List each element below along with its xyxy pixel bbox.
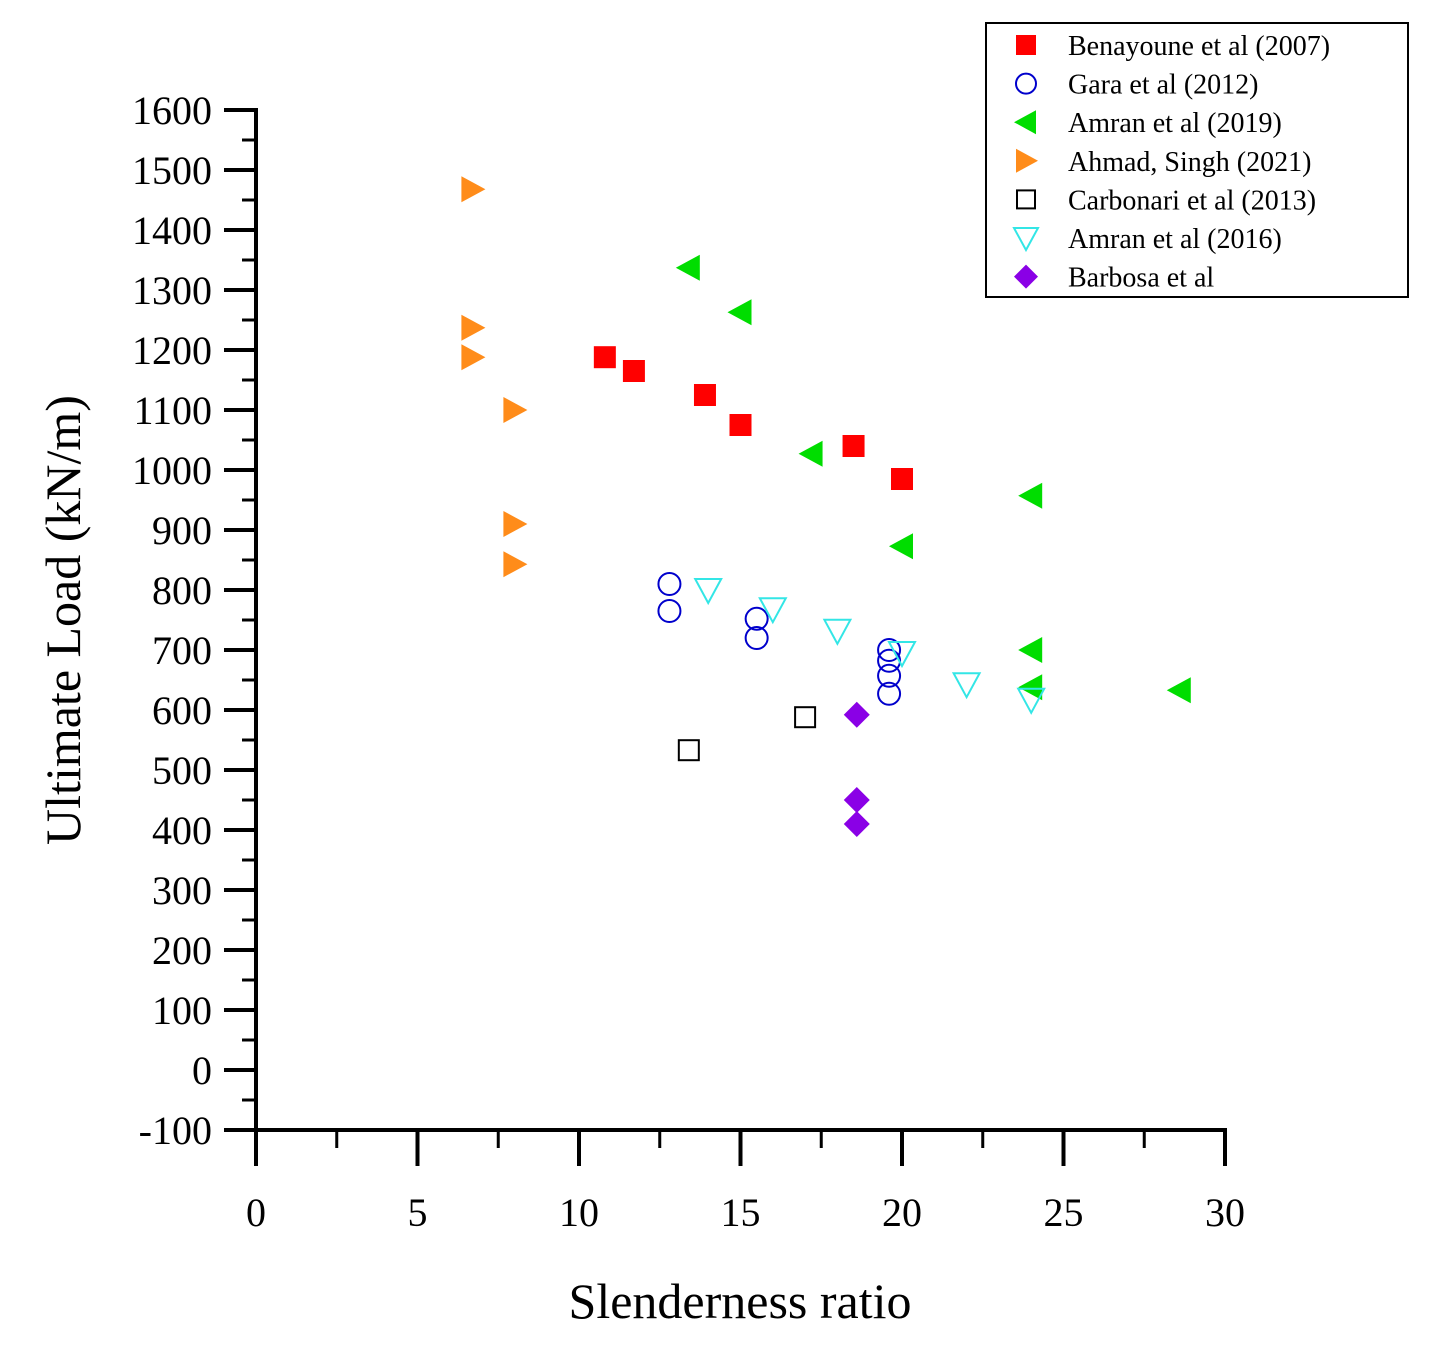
data-point (461, 344, 486, 371)
y-tick-label: 1100 (133, 388, 212, 433)
data-point (744, 606, 769, 631)
y-tick-label: 1500 (132, 148, 212, 193)
legend-marker (1016, 189, 1036, 210)
x-tick-label: 10 (559, 1190, 599, 1235)
data-point (729, 414, 752, 436)
legend-label: Barbosa et al (1068, 263, 1214, 294)
data-point (461, 176, 486, 203)
series-0 (593, 346, 913, 490)
x-tick-label: 30 (1205, 1190, 1245, 1235)
data-point (842, 435, 865, 457)
legend-marker (1012, 227, 1040, 253)
y-tick-label: 600 (152, 688, 212, 733)
data-point (503, 511, 528, 537)
data-point (889, 533, 913, 560)
data-point (1166, 677, 1191, 704)
y-tick-label: 0 (192, 1048, 212, 1093)
data-point (693, 384, 716, 406)
series-2 (675, 254, 1191, 704)
data-point (843, 701, 870, 728)
y-tick-label: 900 (152, 508, 212, 553)
data-point (744, 626, 769, 650)
data-point (657, 572, 682, 596)
data-point (794, 706, 817, 729)
series-3 (461, 176, 528, 578)
data-point (593, 346, 616, 369)
y-tick-label: 1300 (132, 268, 212, 313)
data-point (843, 787, 870, 813)
legend-box (985, 22, 1409, 298)
legend-label: Benayoune et al (2007) (1068, 31, 1330, 62)
y-tick-label: 100 (152, 988, 212, 1033)
legend-marker (1014, 264, 1038, 289)
y-tick-label: 1000 (132, 448, 212, 493)
data-point (951, 672, 982, 700)
legend-label: Ahmad, Singh (2021) (1068, 147, 1311, 178)
x-tick-label: 15 (721, 1190, 761, 1235)
series-6 (843, 701, 870, 837)
data-point (843, 811, 870, 837)
data-point (822, 618, 853, 646)
data-point (503, 551, 528, 578)
legend-marker (1016, 148, 1038, 173)
data-point (657, 599, 682, 623)
legend-marker (1016, 35, 1036, 55)
legend-marker (1014, 110, 1036, 135)
legend: Benayoune et al (2007) Gara et al (2012) A… (985, 22, 1409, 298)
y-tick-label: 1600 (132, 88, 212, 133)
y-tick-label: 200 (152, 928, 212, 973)
y-tick-label: 1200 (132, 328, 212, 373)
data-point (877, 681, 902, 706)
data-point (503, 397, 528, 423)
data-point (758, 597, 788, 625)
y-tick-label: -100 (139, 1108, 212, 1153)
legend-label: Amran et al (2019) (1068, 108, 1282, 139)
axes: -100010020030040050060070080090010001100… (132, 88, 1245, 1235)
data-point (877, 638, 902, 662)
data-point (891, 468, 913, 490)
plot-area (461, 176, 1191, 837)
data-point (1018, 637, 1043, 663)
data-point (887, 641, 917, 669)
x-tick-label: 5 (408, 1190, 428, 1235)
x-tick-label: 20 (882, 1190, 922, 1235)
data-point (622, 360, 645, 382)
legend-label: Gara et al (2012) (1068, 70, 1258, 101)
y-axis-title: Ultimate Load (kN/m) (35, 395, 91, 845)
data-point (1018, 674, 1043, 701)
legend-marker (1015, 72, 1037, 95)
data-point (877, 663, 902, 688)
y-tick-label: 400 (152, 808, 212, 853)
y-tick-label: 300 (152, 868, 212, 913)
y-tick-label: 800 (152, 568, 212, 613)
x-tick-label: 0 (246, 1190, 266, 1235)
y-tick-label: 1400 (132, 208, 212, 253)
data-point (677, 739, 700, 762)
legend-label: Carbonari et al (2013) (1068, 185, 1316, 216)
y-tick-label: 700 (152, 628, 212, 673)
data-point (693, 578, 723, 606)
y-tick-label: 500 (152, 748, 212, 793)
series-1 (657, 572, 902, 706)
series-4 (677, 706, 817, 762)
data-point (727, 299, 752, 326)
x-tick-label: 25 (1044, 1190, 1084, 1235)
series-5 (693, 578, 1046, 715)
data-point (461, 314, 486, 341)
data-point (675, 254, 700, 281)
data-point (1016, 687, 1046, 715)
legend-label: Amran et al (2016) (1068, 224, 1282, 255)
data-point (1018, 482, 1043, 509)
x-axis-title: Slenderness ratio (569, 1273, 912, 1329)
data-point (798, 440, 823, 467)
